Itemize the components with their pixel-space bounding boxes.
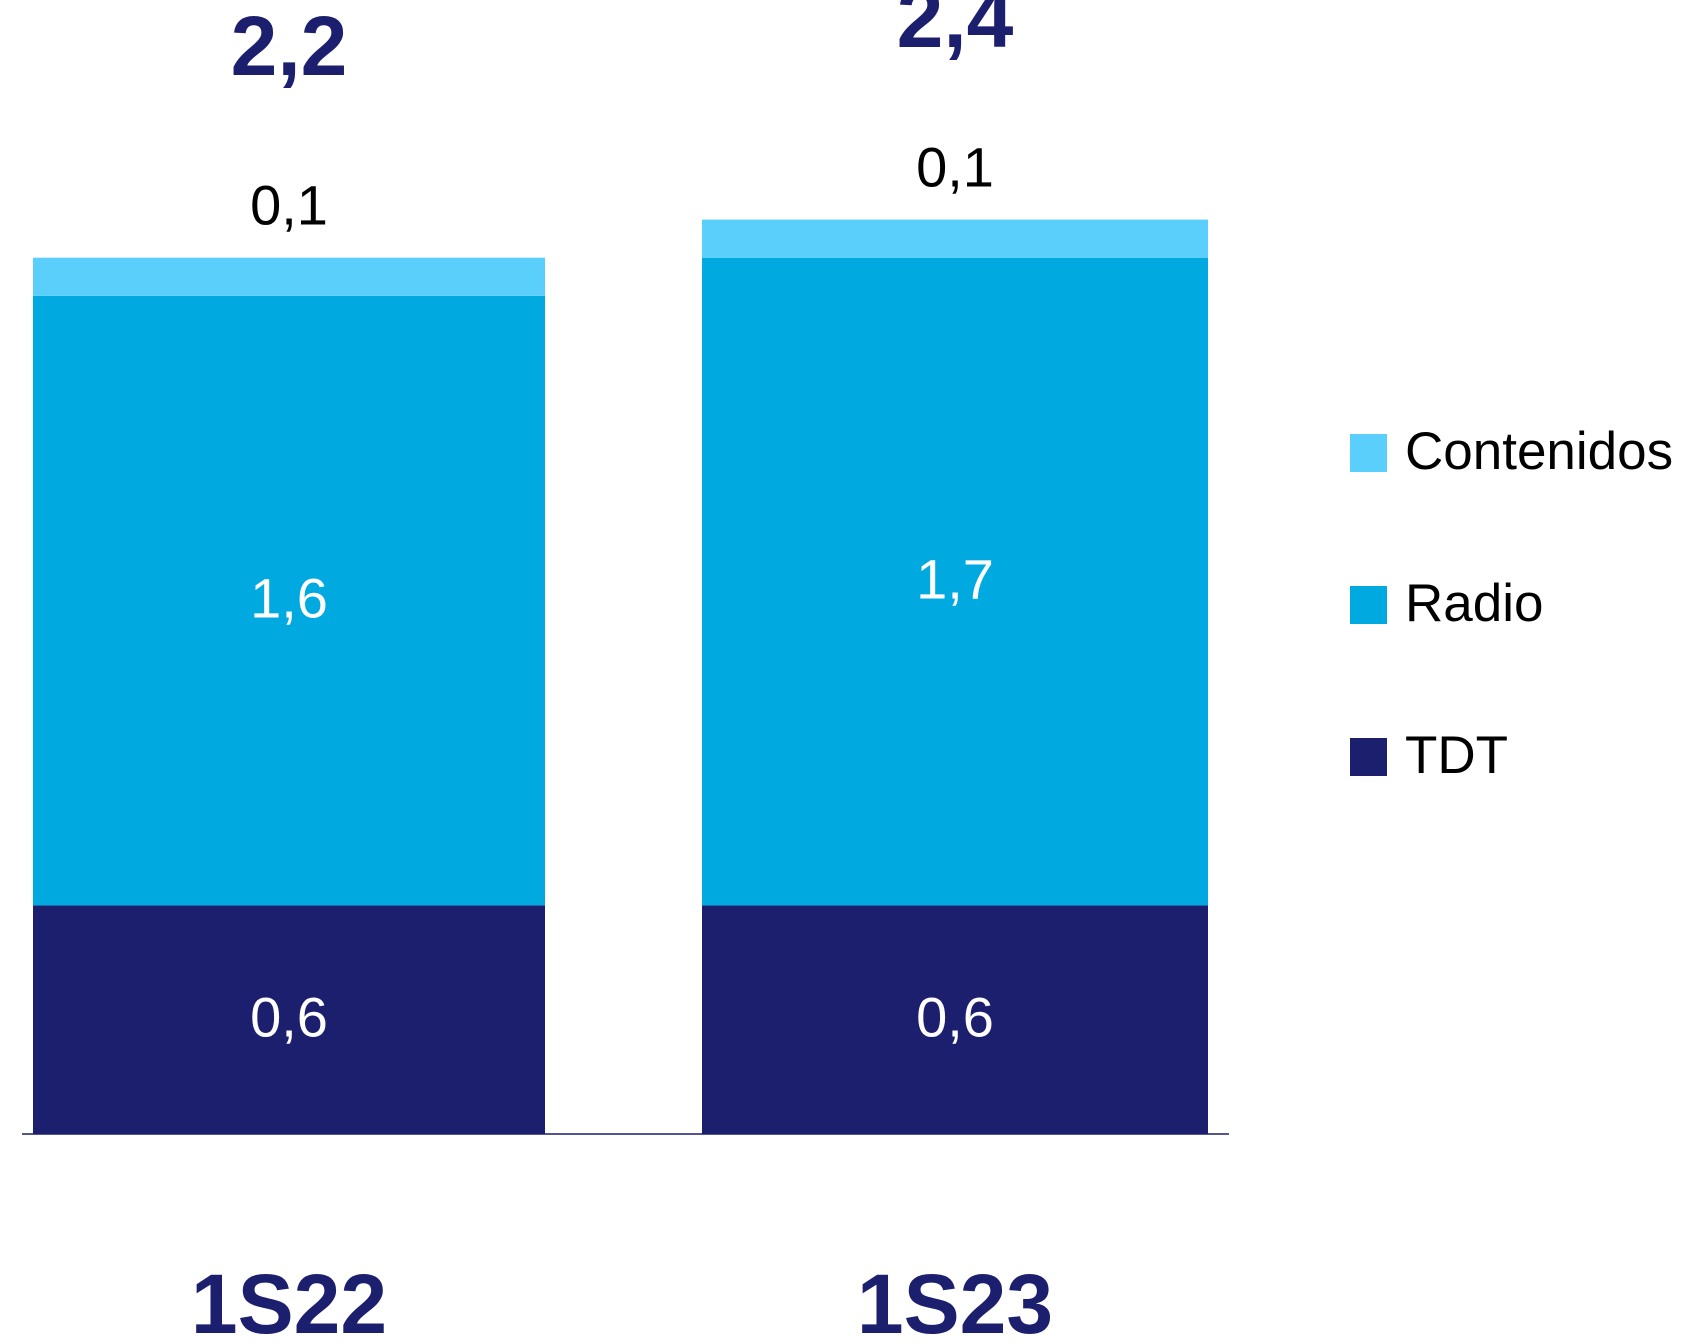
legend-label: TDT <box>1405 726 1508 785</box>
total-label: 2,2 <box>231 0 348 93</box>
bar-segment <box>702 905 1208 1134</box>
data-label: 0,1 <box>916 135 994 198</box>
bar-segment <box>33 295 545 906</box>
legend-swatch <box>1350 586 1387 624</box>
bar-segment <box>33 257 545 296</box>
legend-swatch <box>1350 738 1387 776</box>
category-label: 1S23 <box>857 1257 1053 1343</box>
data-label: 1,7 <box>916 547 994 610</box>
legend-swatch <box>1350 434 1387 472</box>
legend-label: Radio <box>1405 574 1543 633</box>
data-label: 0,6 <box>250 985 328 1048</box>
legend-label: Contenidos <box>1405 422 1673 481</box>
data-label: 1,6 <box>250 566 328 629</box>
total-label: 2,4 <box>897 0 1014 65</box>
bar-segment <box>702 257 1208 906</box>
data-label: 0,1 <box>250 173 328 236</box>
category-label: 1S22 <box>191 1257 387 1343</box>
data-label: 0,6 <box>916 985 994 1048</box>
bar-segment <box>33 905 545 1134</box>
bar-segment <box>702 219 1208 258</box>
